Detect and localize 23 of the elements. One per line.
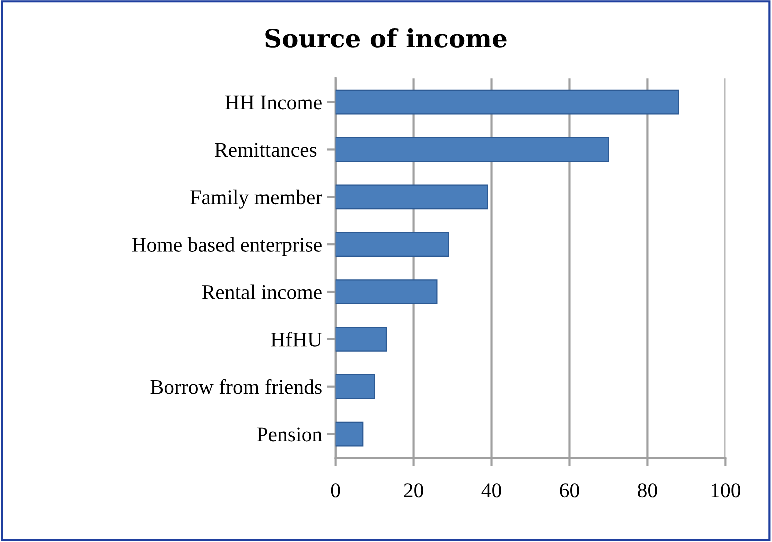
bar: [336, 327, 388, 352]
bar: [336, 232, 450, 257]
x-tick-label: 80: [638, 484, 658, 498]
y-tick-label: Remittances: [215, 143, 317, 158]
bar: [336, 374, 376, 400]
bar: [336, 137, 610, 162]
bar: [336, 90, 680, 115]
y-tick-label: Home based enterprise: [132, 237, 322, 256]
x-tick-label: 40: [482, 484, 502, 498]
y-tick-label: HH Income: [225, 96, 322, 110]
bar: [336, 422, 364, 447]
y-tick-label: Family member: [190, 190, 322, 209]
bar: [336, 184, 488, 210]
y-tick-label: HfHU: [271, 332, 322, 347]
y-tick-label: Pension: [257, 428, 322, 442]
x-tick-label: 20: [404, 484, 424, 498]
chart-title: Source of income: [266, 28, 507, 48]
y-tick-label: Borrow from friends: [150, 379, 322, 394]
x-tick-label: 0: [331, 484, 340, 498]
y-tick-label: Rental income: [202, 284, 322, 300]
x-tick-label: 100: [712, 484, 741, 498]
bar: [336, 280, 438, 304]
x-tick-label: 60: [560, 484, 580, 498]
